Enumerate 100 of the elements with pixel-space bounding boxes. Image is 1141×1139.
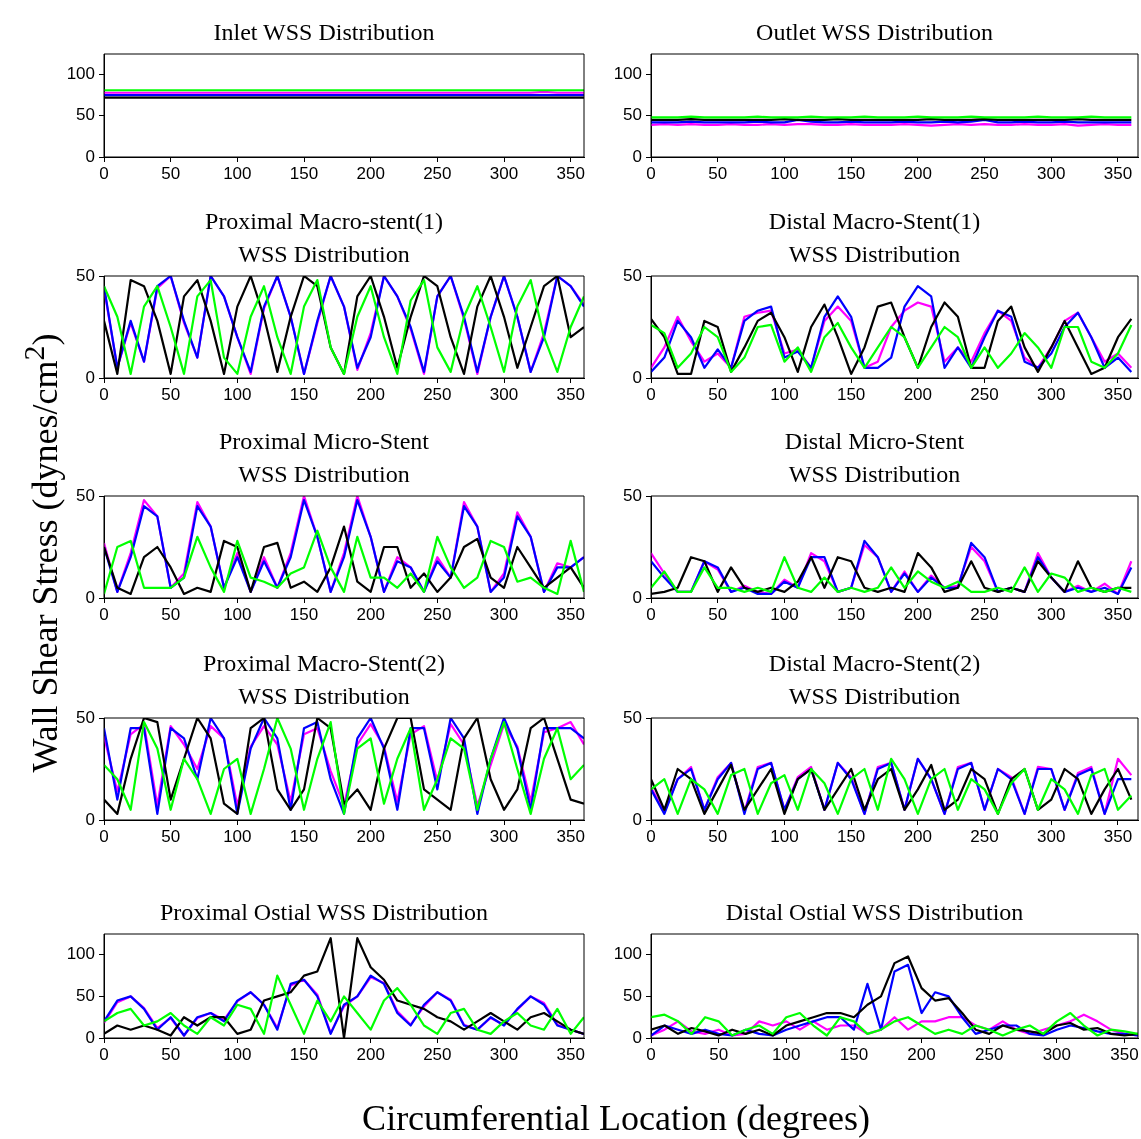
x-tick-label: 50 xyxy=(709,1044,729,1064)
y-tick-label: 50 xyxy=(76,485,95,505)
x-tick-label: 300 xyxy=(1037,163,1066,183)
x-tick-label: 0 xyxy=(99,384,109,404)
y-tick-label: 100 xyxy=(66,64,95,84)
chart-title: Distal Micro-Stent WSS Distribution xyxy=(784,427,965,487)
x-tick-label: 200 xyxy=(903,826,933,846)
x-tick-label: 150 xyxy=(289,604,319,624)
chart-title: Distal Macro-Stent(2) WSS Distribution xyxy=(768,649,981,709)
x-tick-label: 150 xyxy=(289,384,319,404)
x-tick-label: 100 xyxy=(770,384,799,404)
x-tick-label: 150 xyxy=(836,384,866,404)
x-tick-label: 300 xyxy=(489,163,519,183)
x-tick-label: 350 xyxy=(1103,163,1133,183)
x-tick-label: 200 xyxy=(903,384,933,404)
x-tick-label: 100 xyxy=(223,384,252,404)
chart-title: Distal Ostial WSS Distribution xyxy=(725,898,1024,925)
chart-title: Proximal Micro-Stent WSS Distribution xyxy=(219,427,430,487)
x-tick-label: 0 xyxy=(646,384,656,404)
x-tick-label: 200 xyxy=(356,163,385,183)
x-tick-label: 50 xyxy=(161,604,181,624)
y-tick-label: 0 xyxy=(632,1027,642,1047)
x-tick-label: 150 xyxy=(836,163,866,183)
y-tick-label: 0 xyxy=(85,587,95,607)
y-tick-label: 50 xyxy=(76,707,95,727)
y-tick-label: 50 xyxy=(623,105,642,125)
chart-title: Distal Macro-Stent(1) WSS Distribution xyxy=(768,207,981,267)
x-tick-label: 250 xyxy=(423,384,452,404)
x-tick-label: 50 xyxy=(708,163,728,183)
x-tick-label: 300 xyxy=(1037,384,1066,404)
x-tick-label: 0 xyxy=(646,604,656,624)
chart-title: Proximal Ostial WSS Distribution xyxy=(159,898,489,925)
y-tick-label: 0 xyxy=(632,809,642,829)
x-tick-label: 250 xyxy=(970,163,999,183)
x-tick-label: 50 xyxy=(708,826,728,846)
x-tick-label: 50 xyxy=(161,826,181,846)
x-tick-label: 300 xyxy=(489,1044,519,1064)
x-tick-label: 100 xyxy=(770,826,799,846)
x-tick-label: 150 xyxy=(839,1044,869,1064)
x-tick-label: 100 xyxy=(770,604,799,624)
x-tick-label: 0 xyxy=(99,604,109,624)
y-tick-label: 100 xyxy=(66,944,95,964)
x-tick-label: 250 xyxy=(970,604,999,624)
x-tick-label: 250 xyxy=(423,604,452,624)
x-tick-label: 100 xyxy=(223,826,252,846)
x-tick-label: 100 xyxy=(772,1044,801,1064)
y-tick-label: 50 xyxy=(76,986,95,1006)
chart-title: Inlet WSS Distribution xyxy=(213,18,435,45)
x-tick-label: 50 xyxy=(708,604,728,624)
y-tick-label: 50 xyxy=(623,707,642,727)
y-tick-label: 50 xyxy=(76,105,95,125)
y-tick-label: 50 xyxy=(623,265,642,285)
x-tick-label: 150 xyxy=(289,826,319,846)
x-tick-label: 200 xyxy=(903,163,933,183)
y-tick-label: 0 xyxy=(632,587,642,607)
y-tick-label: 50 xyxy=(76,265,95,285)
x-tick-label: 350 xyxy=(1110,1044,1139,1064)
x-tick-label: 350 xyxy=(556,604,585,624)
x-tick-label: 250 xyxy=(423,826,452,846)
x-tick-label: 150 xyxy=(836,604,866,624)
y-tick-label: 0 xyxy=(85,146,95,166)
x-tick-label: 300 xyxy=(1042,1044,1072,1064)
x-tick-label: 300 xyxy=(1037,604,1066,624)
x-tick-label: 350 xyxy=(1103,384,1133,404)
x-axis-title: Circumferential Location (degrees) xyxy=(362,1097,870,1139)
x-tick-label: 300 xyxy=(489,384,519,404)
x-tick-label: 50 xyxy=(708,384,728,404)
x-tick-label: 100 xyxy=(770,163,799,183)
x-tick-label: 200 xyxy=(356,384,385,404)
x-tick-label: 200 xyxy=(907,1044,936,1064)
x-tick-label: 300 xyxy=(489,604,519,624)
x-tick-label: 0 xyxy=(99,1044,109,1064)
x-tick-label: 250 xyxy=(423,1044,452,1064)
x-tick-label: 100 xyxy=(223,604,252,624)
y-tick-label: 0 xyxy=(85,367,95,387)
y-tick-label: 100 xyxy=(613,64,642,84)
x-tick-label: 300 xyxy=(489,826,519,846)
x-tick-label: 200 xyxy=(356,604,385,624)
x-tick-label: 200 xyxy=(903,604,933,624)
x-tick-label: 350 xyxy=(1103,826,1133,846)
chart-title: Proximal Macro-stent(1) WSS Distribution xyxy=(205,207,443,267)
x-tick-label: 50 xyxy=(161,384,181,404)
x-tick-label: 250 xyxy=(975,1044,1004,1064)
x-tick-label: 150 xyxy=(289,1044,319,1064)
y-tick-label: 0 xyxy=(85,1027,95,1047)
x-tick-label: 250 xyxy=(970,826,999,846)
y-tick-label: 50 xyxy=(623,485,642,505)
x-tick-label: 100 xyxy=(223,1044,252,1064)
y-tick-label: 0 xyxy=(85,809,95,829)
x-tick-label: 100 xyxy=(223,163,252,183)
y-tick-label: 0 xyxy=(632,367,642,387)
x-tick-label: 50 xyxy=(161,1044,181,1064)
x-tick-label: 0 xyxy=(646,163,656,183)
x-tick-label: 0 xyxy=(646,1044,656,1064)
y-tick-label: 0 xyxy=(632,146,642,166)
chart-title: Outlet WSS Distribution xyxy=(756,18,993,45)
x-tick-label: 300 xyxy=(1037,826,1066,846)
x-tick-label: 150 xyxy=(289,163,319,183)
x-tick-label: 0 xyxy=(99,163,109,183)
x-tick-label: 350 xyxy=(556,163,585,183)
